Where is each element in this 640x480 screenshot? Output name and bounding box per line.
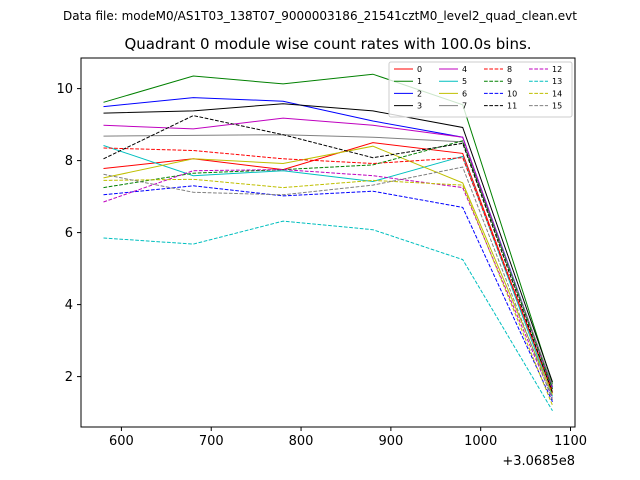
legend-label-5: 5 — [462, 77, 467, 86]
legend-label-11: 11 — [507, 102, 517, 111]
series-line-4 — [103, 117, 553, 390]
y-tick-label-6: 6 — [65, 226, 73, 241]
legend-frame — [388, 61, 573, 118]
series-line-11 — [103, 115, 553, 393]
legend-label-6: 6 — [462, 89, 467, 98]
series-line-3 — [103, 103, 553, 383]
series-layer — [103, 73, 553, 412]
series-line-15 — [103, 166, 553, 401]
x-offset-label: +3.0685e8 — [502, 454, 575, 469]
legend-label-8: 8 — [507, 65, 512, 74]
legend-label-0: 0 — [417, 65, 422, 74]
x-tick-label-800: 800 — [289, 434, 314, 449]
legend-label-13: 13 — [552, 77, 562, 86]
x-tick-label-1000: 1000 — [464, 434, 497, 449]
legend-label-10: 10 — [507, 89, 517, 98]
chart-title: Quadrant 0 module wise count rates with … — [124, 35, 531, 53]
legend-label-14: 14 — [552, 89, 562, 98]
series-line-13 — [103, 220, 553, 412]
x-tick-label-600: 600 — [109, 434, 134, 449]
legend-label-1: 1 — [417, 77, 422, 86]
y-tick-label-8: 8 — [65, 154, 73, 169]
series-line-8 — [103, 147, 553, 392]
series-line-6 — [103, 145, 553, 395]
y-tick-label-2: 2 — [65, 370, 73, 385]
series-line-2 — [103, 97, 553, 388]
x-tick-label-700: 700 — [199, 434, 224, 449]
legend-label-2: 2 — [417, 89, 422, 98]
series-line-5 — [103, 145, 553, 397]
legend-label-7: 7 — [462, 102, 467, 111]
legend-label-15: 15 — [552, 102, 562, 111]
x-tick-label-900: 900 — [378, 434, 403, 449]
series-line-10 — [103, 185, 553, 403]
legend-label-12: 12 — [552, 65, 562, 74]
series-line-0 — [103, 142, 553, 393]
axes: 600 700 800 900 1000 1100 2 4 6 8 10 — [56, 82, 587, 449]
plot-area — [80, 57, 576, 428]
x-tick-label-1100: 1100 — [554, 434, 587, 449]
series-line-9 — [103, 140, 553, 390]
legend-label-4: 4 — [462, 65, 467, 74]
chart-suptitle: Data file: modeM0/AS1T03_138T07_90000031… — [63, 9, 577, 23]
legend-label-3: 3 — [417, 102, 422, 111]
series-line-14 — [103, 178, 553, 406]
series-line-1 — [103, 73, 553, 384]
series-line-7 — [103, 134, 553, 386]
y-tick-label-10: 10 — [56, 82, 73, 97]
y-tick-label-4: 4 — [65, 298, 73, 313]
legend-label-9: 9 — [507, 77, 512, 86]
